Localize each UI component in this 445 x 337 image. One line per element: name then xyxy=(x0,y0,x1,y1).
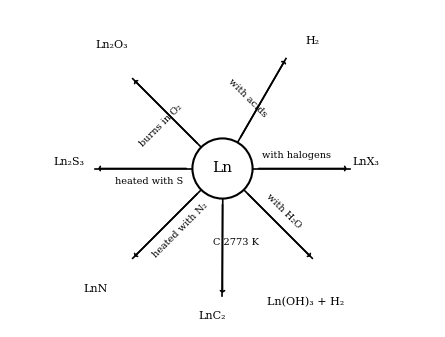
Text: LnN: LnN xyxy=(83,284,108,294)
Text: with acids: with acids xyxy=(227,77,269,119)
Text: heated with N₂: heated with N₂ xyxy=(151,201,209,259)
Text: LnX₃: LnX₃ xyxy=(353,157,380,167)
Text: heated with S: heated with S xyxy=(115,177,183,186)
Text: C 2773 K: C 2773 K xyxy=(213,238,259,247)
Text: burns in O₂: burns in O₂ xyxy=(138,103,184,149)
Text: with halogens: with halogens xyxy=(262,151,331,160)
Text: Ln₂S₃: Ln₂S₃ xyxy=(53,157,84,167)
Text: Ln(OH)₃ + H₂: Ln(OH)₃ + H₂ xyxy=(267,297,345,307)
Text: with H₂O: with H₂O xyxy=(265,192,303,230)
Circle shape xyxy=(192,139,253,198)
Text: LnC₂: LnC₂ xyxy=(199,311,226,320)
Text: Ln₂O₃: Ln₂O₃ xyxy=(96,40,129,50)
Text: Ln: Ln xyxy=(213,161,232,176)
Text: H₂: H₂ xyxy=(306,36,320,47)
